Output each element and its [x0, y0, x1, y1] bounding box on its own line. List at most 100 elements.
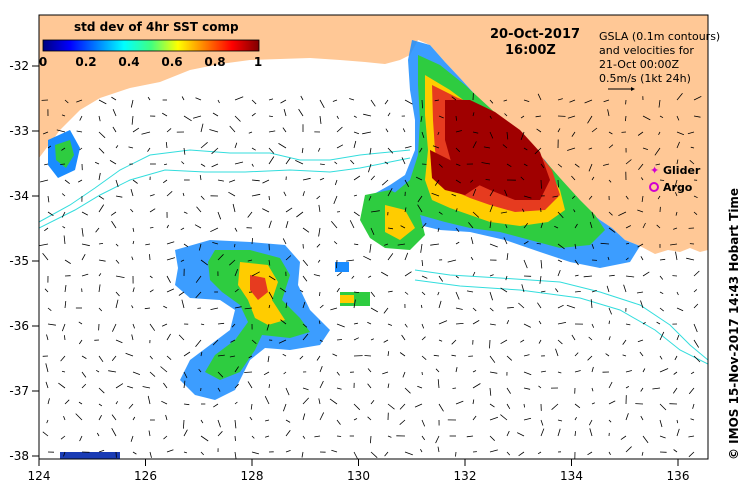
velocity-arrow	[587, 115, 593, 124]
velocity-arrow	[675, 211, 678, 216]
velocity-arrow	[200, 141, 208, 149]
velocity-arrow	[636, 291, 644, 294]
velocity-arrow	[623, 284, 627, 293]
velocity-arrow	[387, 290, 393, 293]
velocity-arrow	[234, 96, 244, 101]
velocity-arrow	[557, 428, 561, 437]
velocity-arrow	[166, 355, 172, 360]
velocity-arrow	[234, 419, 237, 429]
velocity-arrow	[693, 195, 698, 199]
velocity-arrow	[640, 256, 644, 261]
velocity-arrow	[674, 179, 678, 189]
velocity-arrow	[472, 370, 477, 373]
velocity-arrow	[302, 301, 306, 309]
velocity-arrow	[198, 243, 202, 251]
velocity-arrow	[503, 237, 508, 245]
colorbar-tick-label: 1	[254, 55, 262, 69]
velocity-arrow	[676, 307, 684, 312]
velocity-arrow	[319, 177, 325, 181]
velocity-arrow	[166, 191, 173, 197]
velocity-arrow	[404, 252, 409, 261]
velocity-arrow	[686, 257, 695, 261]
velocity-arrow	[574, 403, 581, 409]
velocity-arrow	[506, 387, 511, 394]
velocity-arrow	[520, 176, 525, 181]
velocity-arrow	[217, 99, 220, 104]
velocity-arrow	[183, 451, 188, 454]
velocity-arrow	[658, 99, 661, 108]
velocity-arrow	[587, 451, 593, 456]
velocity-arrow	[608, 211, 613, 216]
velocity-arrow	[625, 242, 630, 245]
velocity-arrow	[523, 147, 528, 151]
velocity-arrow	[161, 400, 168, 405]
velocity-arrow	[61, 323, 66, 332]
velocity-arrow	[249, 416, 253, 421]
velocity-arrow	[540, 222, 544, 229]
velocity-arrow	[319, 163, 325, 165]
velocity-arrow	[690, 146, 695, 149]
velocity-arrow	[247, 259, 253, 262]
velocity-arrow	[336, 115, 339, 119]
velocity-arrow	[437, 227, 440, 232]
velocity-arrow	[332, 99, 338, 102]
velocity-arrow	[268, 130, 276, 133]
velocity-arrow	[588, 336, 593, 341]
velocity-arrow	[588, 147, 593, 150]
velocity-arrow	[42, 252, 49, 261]
velocity-arrow	[642, 222, 646, 229]
velocity-arrow	[46, 419, 49, 424]
y-tick-label: -36	[9, 319, 29, 333]
legend: ✦ Glider Argo	[649, 164, 701, 194]
velocity-arrow	[299, 289, 304, 293]
velocity-arrow	[370, 99, 376, 107]
velocity-arrow	[676, 291, 679, 296]
velocity-arrow	[603, 163, 610, 166]
velocity-arrow	[234, 451, 237, 459]
velocity-arrow	[115, 259, 120, 264]
velocity-arrow	[688, 387, 695, 395]
velocity-arrow	[234, 243, 236, 248]
velocity-arrow	[670, 243, 678, 246]
velocity-arrow	[574, 431, 576, 437]
velocity-arrow	[200, 195, 205, 200]
velocity-arrow	[659, 275, 664, 280]
velocity-arrow	[234, 306, 242, 309]
velocity-arrow	[367, 416, 372, 421]
velocity-arrow	[574, 352, 579, 357]
velocity-arrow	[625, 446, 632, 453]
velocity-arrow	[78, 339, 83, 345]
velocity-arrow	[659, 331, 665, 341]
velocity-arrow	[505, 224, 508, 229]
velocity-arrow	[483, 146, 491, 149]
velocity-arrow	[404, 146, 412, 149]
velocity-arrow	[472, 188, 477, 197]
velocity-arrow	[319, 412, 325, 421]
velocity-arrow	[163, 435, 168, 440]
velocity-arrow	[333, 195, 338, 205]
velocity-arrow	[606, 285, 610, 293]
velocity-arrow	[637, 339, 644, 343]
velocity-arrow	[600, 242, 610, 245]
velocity-arrow	[438, 211, 443, 215]
velocity-arrow	[583, 275, 593, 278]
velocity-arrow	[588, 419, 593, 426]
velocity-arrow	[268, 275, 276, 281]
velocity-arrow	[489, 189, 495, 197]
velocity-arrow	[364, 355, 372, 357]
velocity-arrow	[434, 99, 440, 102]
velocity-arrow	[251, 163, 254, 167]
velocity-arrow	[387, 188, 393, 197]
velocity-arrow	[45, 363, 49, 373]
velocity-arrow	[210, 227, 219, 233]
velocity-arrow	[212, 339, 219, 346]
velocity-arrow	[336, 371, 340, 376]
velocity-arrow	[520, 115, 525, 119]
velocity-arrow	[213, 403, 219, 408]
velocity-arrow	[234, 366, 239, 373]
velocity-arrow	[421, 323, 425, 329]
velocity-arrow	[300, 95, 304, 101]
velocity-arrow	[98, 131, 106, 139]
velocity-arrow	[247, 381, 253, 389]
velocity-arrow	[468, 222, 474, 229]
